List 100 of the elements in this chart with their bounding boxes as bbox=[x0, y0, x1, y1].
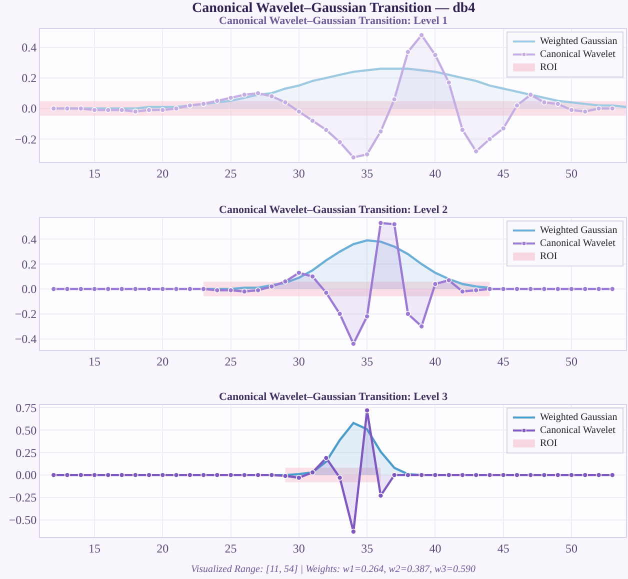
point bbox=[486, 136, 493, 142]
point bbox=[473, 287, 479, 294]
y-tick-label: −0.2 bbox=[14, 307, 37, 322]
point bbox=[78, 106, 84, 112]
point bbox=[296, 108, 302, 114]
point bbox=[582, 108, 588, 114]
y-tick-label: 0.4 bbox=[22, 232, 37, 246]
x-tick-label: 30 bbox=[292, 166, 305, 180]
y-tick-label: 0.2 bbox=[22, 257, 37, 272]
point bbox=[609, 106, 616, 112]
y-tick-label: 0.0 bbox=[22, 102, 37, 116]
point bbox=[64, 106, 70, 112]
point bbox=[92, 286, 98, 292]
point bbox=[132, 108, 138, 114]
point bbox=[105, 286, 112, 292]
x-tick-label: 45 bbox=[497, 166, 510, 180]
point bbox=[514, 286, 520, 292]
point bbox=[391, 472, 398, 478]
point bbox=[405, 472, 411, 478]
point bbox=[568, 472, 574, 478]
point bbox=[200, 286, 206, 292]
point bbox=[528, 286, 534, 292]
point bbox=[405, 49, 411, 55]
point bbox=[541, 99, 548, 106]
point bbox=[446, 80, 452, 86]
point bbox=[568, 286, 574, 292]
text: Visualized Range: [11, 54] | Weights: w1=0.264, w2=0.387, w3=0.590 bbox=[191, 564, 476, 575]
y-tick-label: 0.2 bbox=[22, 71, 37, 86]
point bbox=[78, 286, 84, 292]
x-tick-label: 50 bbox=[565, 354, 578, 368]
point bbox=[118, 107, 125, 113]
point bbox=[432, 281, 438, 287]
x-tick-label: 15 bbox=[88, 354, 101, 368]
point bbox=[268, 284, 275, 290]
point bbox=[228, 287, 234, 294]
legend-label: Canonical Wavelet bbox=[540, 238, 616, 249]
x-tick-label: 15 bbox=[88, 541, 101, 556]
point bbox=[364, 151, 370, 158]
point bbox=[160, 286, 166, 292]
y-tick-label: 0.25 bbox=[16, 446, 37, 460]
point bbox=[405, 310, 411, 317]
point bbox=[432, 472, 438, 478]
point bbox=[50, 286, 57, 292]
x-tick-label: 25 bbox=[224, 541, 237, 556]
point bbox=[514, 102, 520, 108]
point bbox=[50, 106, 57, 112]
point bbox=[268, 93, 275, 100]
point bbox=[500, 472, 506, 478]
chart-subtitle: Canonical Wavelet–Gaussian Transition: Level 3 bbox=[219, 391, 448, 403]
point bbox=[160, 107, 166, 113]
y-tick-label: −0.50 bbox=[8, 513, 37, 528]
legend-label: ROI bbox=[540, 62, 558, 73]
chart-title: Canonical Wavelet–Gaussian Transition — db4 bbox=[192, 1, 476, 16]
x-tick-label: 20 bbox=[156, 166, 169, 180]
y-tick-label: 0.0 bbox=[22, 282, 37, 296]
point bbox=[255, 287, 261, 294]
point bbox=[364, 313, 370, 320]
chart-subtitle: Canonical Wavelet–Gaussian Transition: Level 1 bbox=[219, 15, 448, 27]
point bbox=[92, 472, 98, 478]
point bbox=[582, 286, 588, 292]
point bbox=[336, 310, 343, 317]
point bbox=[132, 286, 138, 292]
point bbox=[323, 455, 330, 461]
x-tick-label: 45 bbox=[497, 354, 510, 368]
legend-label: Canonical Wavelet bbox=[540, 425, 616, 436]
point bbox=[323, 290, 330, 296]
x-tick-label: 35 bbox=[361, 541, 374, 556]
x-tick-label: 25 bbox=[224, 166, 237, 180]
x-tick-label: 40 bbox=[429, 166, 442, 180]
point bbox=[242, 288, 248, 294]
y-tick-label: 0.75 bbox=[16, 400, 37, 415]
legend-label: Weighted Gaussian bbox=[540, 36, 618, 47]
point bbox=[214, 287, 220, 294]
point bbox=[200, 101, 206, 107]
point bbox=[187, 102, 193, 108]
point bbox=[554, 286, 561, 292]
x-tick-label: 50 bbox=[565, 166, 578, 180]
point bbox=[310, 274, 316, 280]
x-tick-label: 25 bbox=[224, 354, 237, 368]
point bbox=[173, 286, 180, 292]
x-tick-label: 30 bbox=[292, 354, 305, 368]
point bbox=[500, 286, 506, 292]
x-tick-label: 20 bbox=[156, 541, 169, 556]
point bbox=[310, 469, 316, 476]
x-tick-label: 35 bbox=[361, 354, 374, 368]
point bbox=[568, 107, 574, 113]
y-tick-label: 0.50 bbox=[16, 423, 37, 438]
x-tick-label: 50 bbox=[565, 541, 578, 556]
point bbox=[296, 474, 302, 481]
point bbox=[228, 94, 234, 101]
x-tick-label: 15 bbox=[88, 166, 101, 180]
legend-label: ROI bbox=[540, 251, 558, 262]
point bbox=[596, 286, 602, 292]
point bbox=[554, 101, 561, 107]
point bbox=[596, 106, 602, 112]
point bbox=[64, 286, 70, 292]
chart-subtitle: Canonical Wavelet–Gaussian Transition: Level 2 bbox=[219, 204, 448, 216]
point bbox=[282, 278, 288, 284]
point bbox=[391, 96, 398, 102]
legend-label: Canonical Wavelet bbox=[540, 49, 616, 60]
